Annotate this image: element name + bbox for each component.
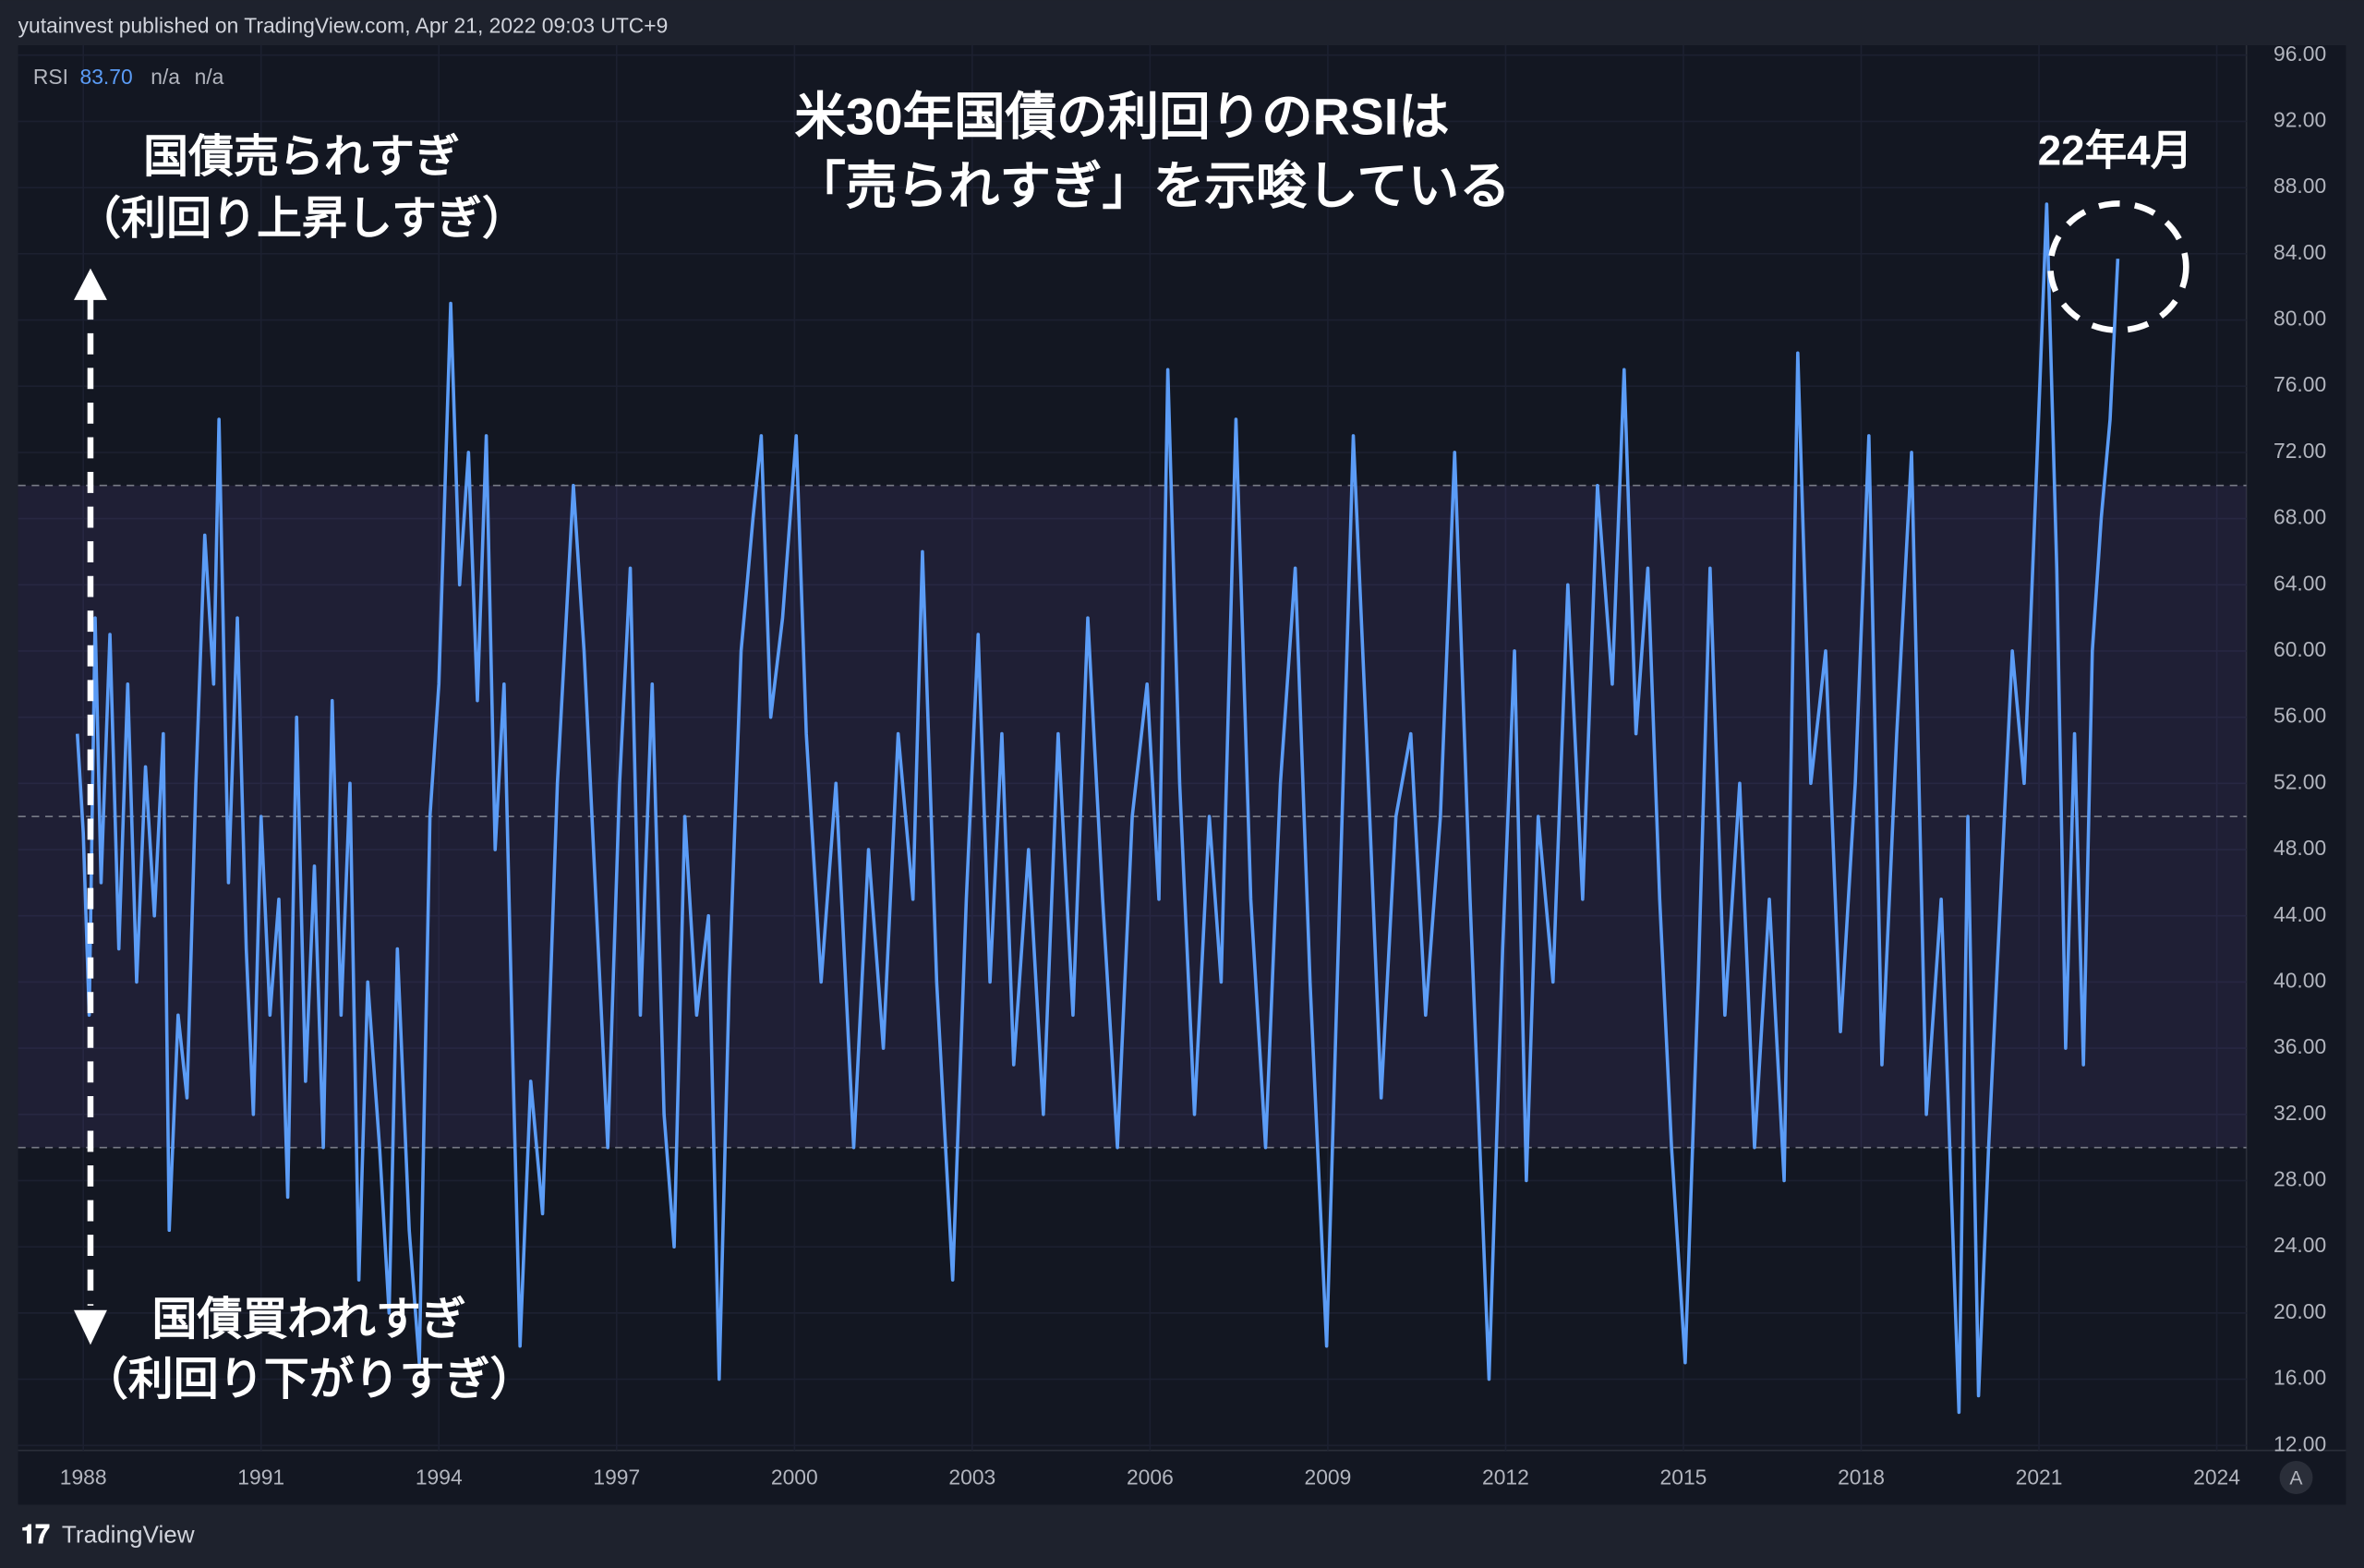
x-tick-label: 2012 — [1482, 1465, 1529, 1490]
y-tick-label: 64.00 — [2274, 571, 2326, 595]
y-tick-label: 68.00 — [2274, 505, 2326, 529]
annotation: 22年4月 — [2038, 127, 2193, 175]
legend-value: 83.70 — [80, 65, 133, 89]
x-tick-label: 2024 — [2193, 1465, 2240, 1490]
arrow-head — [74, 268, 107, 300]
y-tick-label: 48.00 — [2274, 836, 2326, 860]
y-tick-label: 72.00 — [2274, 439, 2326, 463]
y-tick-label: 12.00 — [2274, 1431, 2326, 1455]
x-tick-label: 1994 — [416, 1465, 463, 1490]
x-tick-label: 2003 — [948, 1465, 995, 1490]
y-tick-label: 36.00 — [2274, 1034, 2326, 1058]
brand-logo: 𝟏𝟕 — [21, 1520, 50, 1549]
y-tick-label: 16.00 — [2274, 1366, 2326, 1390]
annotation: 国債買われすぎ — [152, 1295, 466, 1345]
y-tick-label: 32.00 — [2274, 1101, 2326, 1125]
axes: 12.00 16.00 20.00 24.00 28.00 32.00 36.00 40.00… — [60, 42, 2326, 1490]
rsi-line — [75, 202, 2120, 1415]
y-tick-label: 88.00 — [2274, 174, 2326, 198]
y-tick-label: 60.00 — [2274, 637, 2326, 661]
x-tick-label: 2018 — [1838, 1465, 1885, 1490]
y-tick-label: 24.00 — [2274, 1233, 2326, 1257]
arrow-head — [74, 1309, 107, 1345]
auto-scale-label[interactable]: A — [2289, 1467, 2303, 1489]
x-tick-label: 1991 — [237, 1465, 284, 1490]
x-tick-label: 2015 — [1660, 1465, 1707, 1490]
y-tick-label: 52.00 — [2274, 769, 2326, 793]
annotation: 国債売られすぎ — [143, 132, 460, 182]
y-tick-label: 80.00 — [2274, 307, 2326, 331]
y-tick-label: 76.00 — [2274, 372, 2326, 396]
time-scale — [18, 1450, 2346, 1505]
annotation: （利回り下がりすぎ） — [83, 1355, 536, 1405]
x-tick-label: 1988 — [60, 1465, 107, 1490]
x-tick-label: 1997 — [593, 1465, 640, 1490]
annotation: （利回り上昇しすぎ） — [76, 194, 527, 244]
brand-name: TradingView — [62, 1521, 195, 1549]
y-tick-label: 96.00 — [2274, 42, 2326, 66]
price-scale — [2246, 45, 2346, 1451]
highlight-circle — [2047, 200, 2189, 333]
legend-name: RSI — [33, 65, 68, 89]
y-tick-label: 56.00 — [2274, 704, 2326, 728]
legend-value: n/a — [195, 65, 224, 89]
x-tick-label: 2009 — [1304, 1465, 1351, 1490]
annotation: 米30年国債の利回りのRSIは — [794, 88, 1449, 145]
header-text: yutainvest published on TradingView.com,… — [18, 13, 669, 37]
legend-value: n/a — [151, 65, 180, 89]
y-tick-label: 44.00 — [2274, 902, 2326, 926]
annotation: 「売られすぎ」を示唆している — [794, 157, 1510, 214]
x-tick-label: 2021 — [2016, 1465, 2063, 1490]
plot — [75, 202, 2120, 1415]
y-tick-label: 84.00 — [2274, 240, 2326, 264]
y-tick-label: 40.00 — [2274, 968, 2326, 992]
y-tick-label: 92.00 — [2274, 107, 2326, 131]
y-tick-label: 20.00 — [2274, 1299, 2326, 1323]
y-tick-label: 28.00 — [2274, 1167, 2326, 1191]
x-tick-label: 2000 — [771, 1465, 818, 1490]
x-tick-label: 2006 — [1127, 1465, 1174, 1490]
auto-scale-button[interactable] — [2279, 1461, 2313, 1494]
